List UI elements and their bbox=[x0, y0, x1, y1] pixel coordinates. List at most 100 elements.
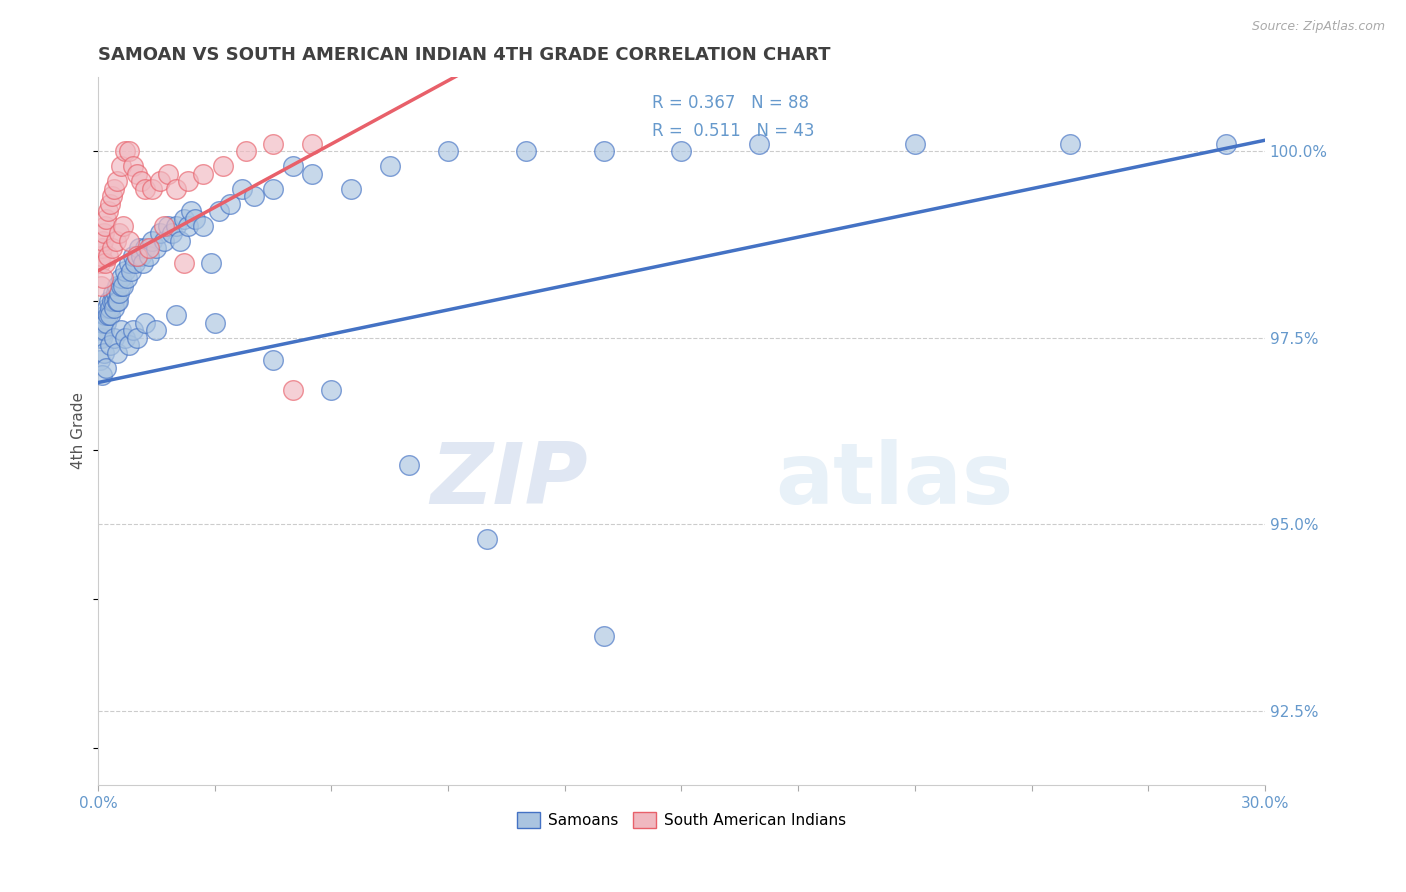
Point bbox=[91, 316, 114, 330]
Point bbox=[98, 196, 121, 211]
Point bbox=[398, 458, 420, 472]
Point bbox=[157, 219, 180, 233]
Point bbox=[110, 159, 132, 173]
Point bbox=[748, 136, 770, 151]
Point bbox=[262, 136, 284, 151]
Point bbox=[165, 182, 187, 196]
Point bbox=[211, 159, 233, 173]
Point bbox=[125, 331, 148, 345]
Point bbox=[90, 368, 112, 382]
Point bbox=[184, 211, 207, 226]
Point bbox=[134, 316, 156, 330]
Point bbox=[191, 219, 214, 233]
Point bbox=[122, 323, 145, 337]
Point bbox=[100, 189, 122, 203]
Point bbox=[301, 167, 323, 181]
Point bbox=[242, 189, 264, 203]
Point bbox=[97, 293, 120, 308]
Point bbox=[165, 219, 187, 233]
Point bbox=[125, 167, 148, 181]
Point bbox=[91, 234, 114, 248]
Point bbox=[90, 249, 112, 263]
Point bbox=[169, 234, 191, 248]
Point bbox=[107, 293, 129, 308]
Point bbox=[96, 301, 118, 315]
Point bbox=[89, 256, 111, 270]
Point bbox=[1059, 136, 1081, 151]
Point bbox=[104, 234, 127, 248]
Point bbox=[89, 353, 111, 368]
Point bbox=[107, 174, 129, 188]
Point bbox=[262, 182, 284, 196]
Point bbox=[89, 331, 111, 345]
Point bbox=[281, 159, 304, 173]
Point bbox=[165, 309, 187, 323]
Point bbox=[93, 323, 115, 337]
Point bbox=[90, 331, 112, 345]
Point bbox=[103, 293, 125, 308]
Point bbox=[94, 211, 117, 226]
Point bbox=[112, 219, 135, 233]
Point bbox=[515, 145, 537, 159]
Point bbox=[132, 256, 155, 270]
Point bbox=[125, 249, 148, 263]
Point bbox=[98, 301, 121, 315]
Point bbox=[141, 234, 163, 248]
Point bbox=[107, 345, 129, 359]
Point bbox=[153, 219, 176, 233]
Point bbox=[118, 256, 141, 270]
Point bbox=[321, 383, 343, 397]
Point bbox=[94, 256, 117, 270]
Point bbox=[122, 249, 145, 263]
Point bbox=[125, 249, 148, 263]
Point bbox=[129, 174, 152, 188]
Point bbox=[93, 227, 115, 241]
Point bbox=[281, 383, 304, 397]
Point bbox=[120, 263, 142, 277]
Point bbox=[138, 249, 160, 263]
Point bbox=[100, 309, 122, 323]
Point bbox=[204, 316, 226, 330]
Point bbox=[262, 353, 284, 368]
Point bbox=[91, 271, 114, 285]
Point bbox=[97, 249, 120, 263]
Point bbox=[124, 256, 146, 270]
Point bbox=[173, 256, 195, 270]
Text: Source: ZipAtlas.com: Source: ZipAtlas.com bbox=[1251, 20, 1385, 33]
Point bbox=[231, 182, 253, 196]
Point bbox=[1215, 136, 1237, 151]
Point bbox=[112, 278, 135, 293]
Point bbox=[97, 204, 120, 219]
Text: R = 0.367   N = 88: R = 0.367 N = 88 bbox=[652, 94, 810, 112]
Point bbox=[118, 234, 141, 248]
Point bbox=[437, 145, 460, 159]
Point bbox=[94, 219, 117, 233]
Text: SAMOAN VS SOUTH AMERICAN INDIAN 4TH GRADE CORRELATION CHART: SAMOAN VS SOUTH AMERICAN INDIAN 4TH GRAD… bbox=[98, 46, 831, 64]
Point bbox=[103, 331, 125, 345]
Point bbox=[101, 286, 124, 301]
Point bbox=[378, 159, 401, 173]
Point bbox=[134, 182, 156, 196]
Point bbox=[904, 136, 927, 151]
Point bbox=[114, 263, 136, 277]
Point bbox=[115, 271, 138, 285]
Point bbox=[160, 227, 183, 241]
Point bbox=[103, 182, 125, 196]
Text: ZIP: ZIP bbox=[430, 439, 588, 522]
Point bbox=[191, 167, 214, 181]
Point bbox=[128, 241, 150, 255]
Point bbox=[98, 338, 121, 352]
Point bbox=[94, 360, 117, 375]
Point bbox=[114, 331, 136, 345]
Text: atlas: atlas bbox=[775, 439, 1014, 522]
Point bbox=[592, 629, 614, 643]
Point bbox=[157, 167, 180, 181]
Point bbox=[108, 227, 131, 241]
Point bbox=[90, 278, 112, 293]
Point bbox=[94, 309, 117, 323]
Point bbox=[97, 309, 120, 323]
Point bbox=[475, 532, 498, 546]
Point bbox=[118, 338, 141, 352]
Point bbox=[145, 323, 167, 337]
Point bbox=[219, 196, 242, 211]
